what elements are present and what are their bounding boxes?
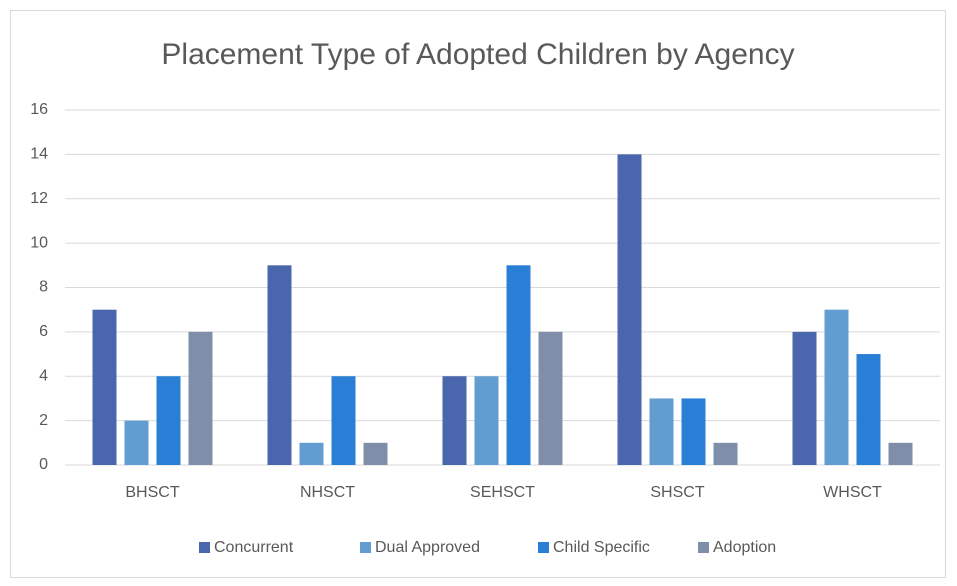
- chart-border: [10, 10, 946, 578]
- bar: [442, 376, 467, 465]
- legend-swatch: [199, 542, 210, 553]
- x-tick-label: SHSCT: [650, 484, 704, 501]
- bar: [299, 442, 324, 465]
- x-tick-label: NHSCT: [300, 484, 355, 501]
- legend-label: Child Specific: [553, 539, 650, 556]
- bar: [888, 442, 913, 465]
- x-tick-label: SEHSCT: [470, 484, 535, 501]
- x-tick-label: WHSCT: [823, 484, 882, 501]
- legend-label: Adoption: [713, 539, 776, 556]
- legend-swatch: [360, 542, 371, 553]
- y-tick-label: 6: [39, 323, 48, 340]
- y-tick-label: 4: [39, 367, 48, 384]
- bar: [617, 154, 642, 465]
- chart-title: Placement Type of Adopted Children by Ag…: [161, 38, 794, 71]
- y-tick-label: 2: [39, 412, 48, 429]
- bar: [681, 398, 706, 465]
- legend-label: Dual Approved: [375, 539, 480, 556]
- bar: [713, 442, 738, 465]
- bar: [538, 331, 563, 465]
- bar: [856, 354, 881, 465]
- legend-swatch: [698, 542, 709, 553]
- bar: [474, 376, 499, 465]
- bar: [92, 309, 117, 465]
- y-tick-label: 12: [30, 190, 48, 207]
- legend-label: Concurrent: [214, 539, 294, 556]
- bar: [124, 420, 149, 465]
- bar: [506, 265, 531, 465]
- y-tick-label: 0: [39, 456, 48, 473]
- y-tick-label: 10: [30, 234, 48, 251]
- bar: [363, 442, 388, 465]
- bar: [824, 309, 849, 465]
- bar: [156, 376, 181, 465]
- bar: [649, 398, 674, 465]
- x-tick-label: BHSCT: [125, 484, 179, 501]
- bar: [188, 331, 213, 465]
- bar: [267, 265, 292, 465]
- bar: [331, 376, 356, 465]
- bar: [792, 331, 817, 465]
- y-tick-label: 14: [30, 146, 48, 163]
- y-tick-label: 8: [39, 279, 48, 296]
- y-tick-label: 16: [30, 101, 48, 118]
- legend-swatch: [538, 542, 549, 553]
